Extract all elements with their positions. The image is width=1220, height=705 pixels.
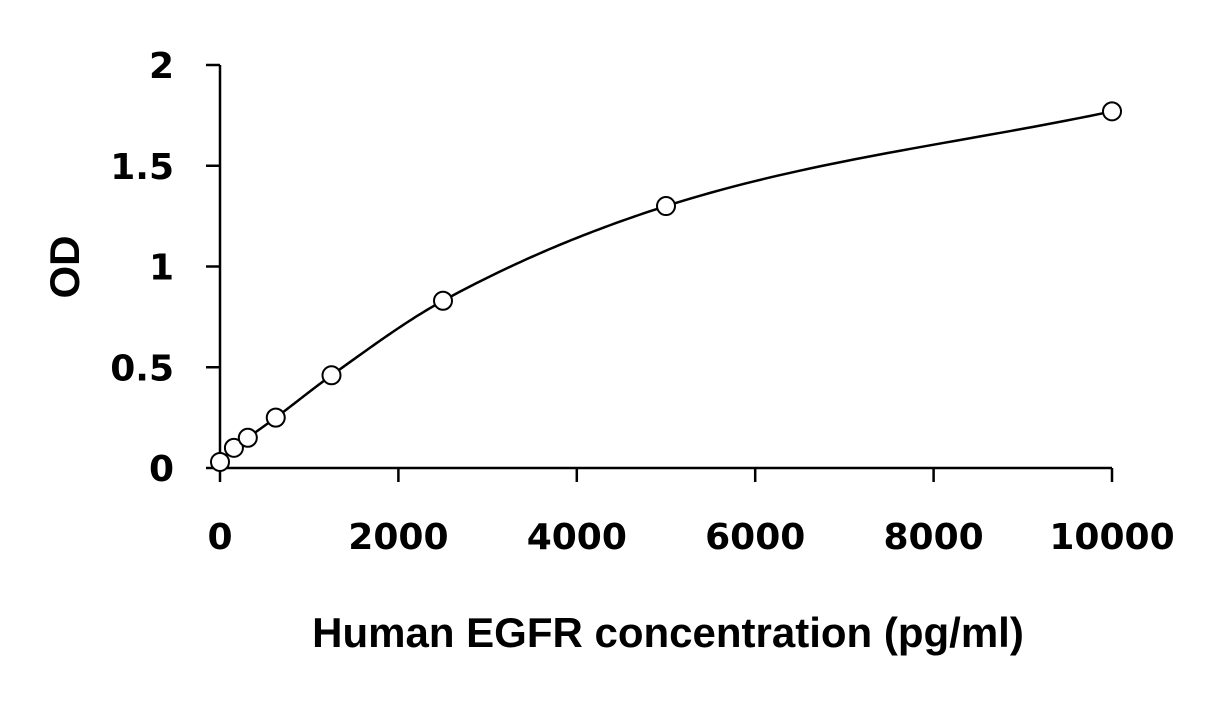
x-axis-ticks: 0 2000 4000 6000 8000 10000 [207,468,1175,558]
y-tick-label: 0.5 [110,348,174,389]
x-tick-label: 10000 [1049,517,1174,558]
x-tick-label: 4000 [527,517,627,558]
axes [218,65,1112,470]
x-tick-label: 0 [207,517,232,558]
data-point [1102,101,1122,122]
x-axis-title: Human EGFR concentration (pg/ml) [312,609,1024,656]
x-tick-label: 2000 [348,517,448,558]
data-point [265,407,286,428]
y-tick-label: 2 [149,46,174,87]
data-point [656,196,676,217]
data-point [237,427,258,448]
fit-curve [219,110,1113,463]
data-point [210,451,230,472]
data-point [433,290,453,311]
data-point [321,365,342,386]
y-tick-label: 0 [149,449,174,490]
x-tick-label: 6000 [705,517,805,558]
y-tick-label: 1 [149,248,174,289]
data-points [210,101,1122,472]
data-point [223,437,244,458]
y-axis-title: OD [41,236,88,299]
y-tick-label: 1.5 [110,147,174,188]
y-axis-ticks: 0 0.5 1 1.5 2 [110,46,220,490]
x-tick-label: 8000 [883,517,983,558]
